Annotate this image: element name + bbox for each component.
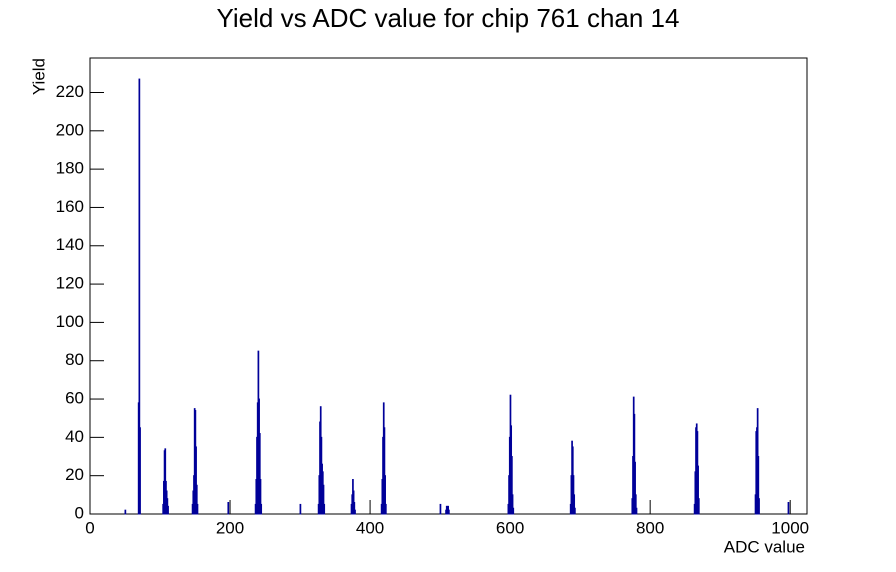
bar: [697, 498, 700, 515]
bar: [227, 502, 230, 515]
bar: [448, 509, 450, 515]
bar: [196, 503, 199, 515]
y-tick-label: 140: [56, 235, 84, 254]
bar: [124, 509, 127, 515]
bar: [299, 503, 302, 515]
y-tick-label: 180: [56, 159, 84, 178]
y-tick-label: 220: [56, 82, 84, 101]
bar: [512, 507, 515, 515]
x-tick-label: 200: [216, 518, 244, 537]
y-tick-label: 60: [65, 389, 84, 408]
bar: [260, 503, 263, 515]
y-tick-label: 40: [65, 427, 84, 446]
y-tick-label: 120: [56, 274, 84, 293]
bar: [384, 503, 387, 515]
bar: [574, 507, 576, 515]
x-axis-label: ADC value: [724, 537, 805, 556]
y-tick-label: 100: [56, 312, 84, 331]
chart-title: Yield vs ADC value for chip 761 chan 14: [217, 3, 680, 33]
bar: [439, 503, 442, 515]
bar: [354, 509, 356, 515]
x-tick-label: 600: [496, 518, 524, 537]
y-tick-label: 20: [65, 465, 84, 484]
y-tick-label: 160: [56, 197, 84, 216]
y-axis-label: Yield: [29, 58, 48, 95]
bar: [139, 427, 141, 515]
x-tick-label: 0: [85, 518, 94, 537]
bar: [758, 498, 760, 515]
y-tick-label: 200: [56, 120, 84, 139]
x-tick-label: 400: [356, 518, 384, 537]
x-tick-label: 1000: [771, 518, 809, 537]
bar: [167, 505, 169, 515]
x-tick-label: 800: [636, 518, 664, 537]
bar: [635, 507, 638, 515]
bar: [323, 503, 326, 515]
bar: [787, 502, 790, 515]
y-tick-label: 80: [65, 350, 84, 369]
y-tick-label: 0: [75, 503, 84, 522]
